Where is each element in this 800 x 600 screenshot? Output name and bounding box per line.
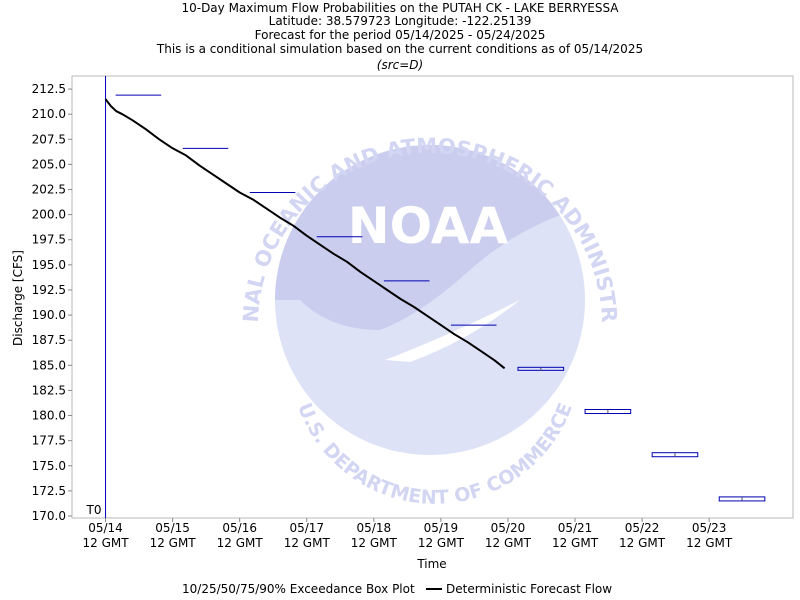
watermark-sky (275, 145, 585, 330)
y-axis-label: Discharge [CFS] (11, 250, 25, 346)
y-tick-label: 172.5 (32, 484, 66, 498)
x-tick-label-time: 12 GMT (284, 536, 331, 550)
y-tick-label: 180.0 (32, 409, 66, 423)
x-axis-label: Time (416, 557, 446, 571)
x-tick-label-date: 05/17 (289, 521, 324, 535)
x-tick-label-time: 12 GMT (351, 536, 398, 550)
title-line-1: 10-Day Maximum Flow Probabilities on the… (181, 1, 619, 15)
y-axis: 170.0 172.5 175.0 177.5 180.0 182.5 185.0 187.5… (32, 82, 72, 523)
x-tick-label-time: 12 GMT (686, 536, 733, 550)
y-tick-label: 185.0 (32, 358, 66, 372)
series-line (104, 98, 506, 370)
title-line-2: Latitude: 38.579723 Longitude: -122.2513… (269, 14, 532, 28)
plot-area (71, 75, 794, 519)
x-tick-label-time: 12 GMT (217, 536, 264, 550)
legend-boxplot-label: 10/25/50/75/90% Exceedance Box Plot (182, 582, 415, 596)
boxplot-box (584, 409, 632, 415)
y-tick-label: 192.5 (32, 283, 66, 297)
y-tick-label: 175.0 (32, 459, 66, 473)
x-tick-label-date: 05/19 (424, 521, 459, 535)
y-tick-label: 212.5 (32, 82, 66, 96)
y-tick-label: 182.5 (32, 383, 66, 397)
x-tick-label-time: 12 GMT (552, 536, 599, 550)
x-tick-label-date: 05/22 (625, 521, 660, 535)
x-tick-label-date: 05/20 (491, 521, 526, 535)
x-tick-label-date: 05/14 (88, 521, 123, 535)
legend-line-label: Deterministic Forecast Flow (446, 582, 612, 596)
x-tick-label-time: 12 GMT (619, 536, 666, 550)
watermark-gull (385, 300, 520, 362)
x-tick-label-date: 05/23 (692, 521, 727, 535)
y-tick-label: 197.5 (32, 233, 66, 247)
title-line-4: This is a conditional simulation based o… (156, 42, 643, 56)
chart-title: 10-Day Maximum Flow Probabilities on the… (156, 1, 643, 72)
y-tick-label: 200.0 (32, 208, 66, 222)
y-tick-label: 202.5 (32, 183, 66, 197)
x-tick-label-date: 05/18 (357, 521, 392, 535)
x-tick-label-time: 12 GMT (418, 536, 465, 550)
x-tick-label-time: 12 GMT (82, 536, 129, 550)
title-line-3: Forecast for the period 05/14/2025 - 05/… (255, 28, 546, 42)
x-tick-label-date: 05/21 (558, 521, 593, 535)
chart-subtitle: (src=D) (377, 58, 423, 72)
y-tick-label: 170.0 (32, 509, 66, 523)
x-tick-label-date: 05/16 (222, 521, 257, 535)
t0-label: T0 (86, 503, 102, 517)
y-tick-label: 195.0 (32, 258, 66, 272)
y-tick-label: 210.0 (32, 107, 66, 121)
y-tick-label: 187.5 (32, 333, 66, 347)
t0-marker: T0 (86, 76, 107, 518)
y-tick-label: 190.0 (32, 308, 66, 322)
x-tick-label-date: 05/15 (155, 521, 190, 535)
x-tick-label-time: 12 GMT (150, 536, 197, 550)
y-tick-label: 177.5 (32, 434, 66, 448)
series-lines (104, 98, 506, 370)
y-tick-label: 205.0 (32, 157, 66, 171)
boxplot-box (651, 452, 699, 458)
x-tick-label-time: 12 GMT (485, 536, 532, 550)
watermark-logo: NOAA (348, 197, 509, 255)
legend: 10/25/50/75/90% Exceedance Box Plot Dete… (182, 582, 612, 596)
boxplot-box (718, 496, 766, 502)
boxplots (115, 94, 766, 502)
y-tick-label: 207.5 (32, 132, 66, 146)
